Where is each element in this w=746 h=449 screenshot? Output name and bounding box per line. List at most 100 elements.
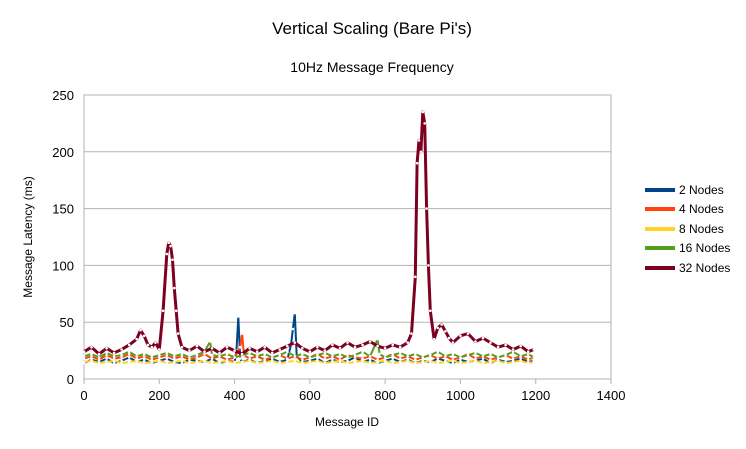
data-point xyxy=(316,353,319,357)
chart-title: Vertical Scaling (Bare Pi's) xyxy=(272,19,472,38)
data-point xyxy=(165,351,169,355)
data-point xyxy=(301,361,304,365)
legend-label: 4 Nodes xyxy=(679,202,724,217)
data-point xyxy=(323,351,327,355)
data-point xyxy=(105,360,108,364)
data-point xyxy=(248,357,251,360)
data-point xyxy=(391,353,395,357)
data-point xyxy=(496,356,500,359)
data-point xyxy=(240,360,244,364)
data-point xyxy=(293,355,297,358)
data-point xyxy=(444,360,447,364)
data-point xyxy=(451,352,455,356)
data-point xyxy=(532,360,536,364)
data-point xyxy=(176,332,180,335)
data-point xyxy=(225,352,229,356)
data-point xyxy=(127,343,131,347)
data-point xyxy=(414,358,417,362)
data-point xyxy=(376,360,379,364)
data-point xyxy=(208,340,212,343)
data-point xyxy=(240,332,244,335)
x-tick-label: 1000 xyxy=(446,388,475,403)
data-point xyxy=(135,355,138,358)
data-point xyxy=(82,360,86,364)
data-point xyxy=(451,361,455,365)
data-point xyxy=(308,350,312,354)
data-point xyxy=(127,356,131,359)
data-point xyxy=(361,343,364,347)
data-point xyxy=(150,345,154,349)
data-point xyxy=(90,345,93,349)
data-point xyxy=(112,359,116,363)
data-point xyxy=(474,357,477,360)
data-point xyxy=(270,359,274,363)
data-point xyxy=(421,360,425,364)
data-point xyxy=(447,336,451,340)
data-point xyxy=(526,361,530,365)
data-point xyxy=(425,207,428,210)
legend-label: 8 Nodes xyxy=(679,221,724,236)
data-point xyxy=(466,360,470,364)
data-point xyxy=(293,359,297,363)
data-point xyxy=(406,341,410,344)
data-point xyxy=(203,359,206,363)
data-point xyxy=(459,356,462,359)
data-point xyxy=(127,350,131,354)
y-tick-label: 100 xyxy=(52,258,74,273)
data-point xyxy=(158,348,161,351)
data-point xyxy=(368,361,372,365)
data-point xyxy=(82,357,86,360)
y-tick-label: 250 xyxy=(52,88,74,103)
data-point xyxy=(301,347,304,350)
x-tick-labels: 0 200 400 600 800 1000 1200 1400 xyxy=(80,388,625,403)
data-point xyxy=(142,358,146,362)
legend-swatch xyxy=(645,265,675,270)
data-point xyxy=(346,361,349,365)
data-point xyxy=(301,358,304,362)
data-point xyxy=(429,359,432,363)
data-point xyxy=(361,359,364,363)
data-point xyxy=(188,358,191,362)
data-point xyxy=(210,361,214,365)
data-point xyxy=(308,360,312,364)
data-point xyxy=(263,345,267,349)
data-point xyxy=(331,358,334,362)
data-point xyxy=(444,355,447,358)
data-point xyxy=(255,350,259,354)
data-point xyxy=(406,355,410,358)
data-point xyxy=(142,355,146,358)
x-tick-label: 800 xyxy=(374,388,396,403)
data-point xyxy=(286,350,289,354)
data-point xyxy=(417,139,421,142)
data-point xyxy=(293,341,297,344)
data-point xyxy=(270,351,274,355)
data-point xyxy=(368,340,372,343)
data-point xyxy=(474,340,477,343)
data-point xyxy=(90,359,93,363)
data-point xyxy=(376,358,379,362)
data-point xyxy=(376,344,379,348)
data-point xyxy=(432,337,436,341)
data-point xyxy=(180,359,184,363)
data-point xyxy=(142,352,146,356)
data-point xyxy=(451,341,455,344)
data-point xyxy=(481,357,485,360)
data-point xyxy=(150,356,154,359)
data-point xyxy=(142,334,146,338)
data-point xyxy=(338,352,342,356)
legend-swatch xyxy=(645,207,675,212)
data-point xyxy=(237,315,240,318)
data-point xyxy=(263,352,267,356)
data-point xyxy=(233,356,236,359)
data-point xyxy=(391,343,395,347)
data-point xyxy=(195,360,199,364)
data-point xyxy=(105,347,108,350)
data-point xyxy=(489,341,492,344)
data-point xyxy=(82,350,86,354)
data-point xyxy=(378,352,381,356)
data-point xyxy=(161,309,165,313)
data-point xyxy=(346,341,349,344)
data-point xyxy=(203,352,206,356)
data-point xyxy=(376,337,379,341)
data-point xyxy=(97,361,101,365)
